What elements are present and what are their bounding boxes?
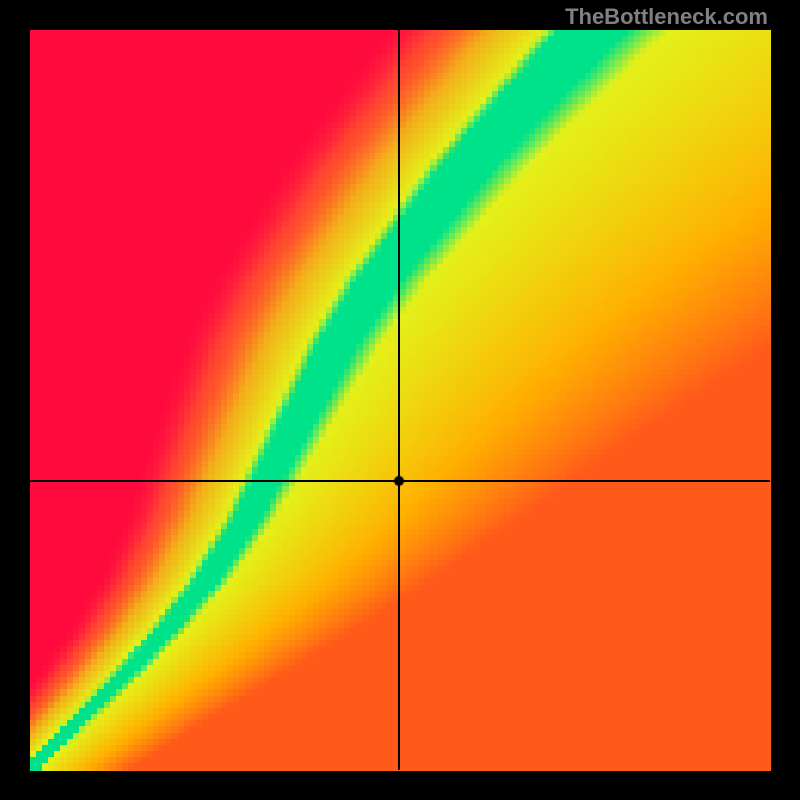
crosshair-vertical [398,30,400,770]
chart-container: TheBottleneck.com [0,0,800,800]
watermark-text: TheBottleneck.com [565,4,768,30]
crosshair-marker [392,474,406,488]
